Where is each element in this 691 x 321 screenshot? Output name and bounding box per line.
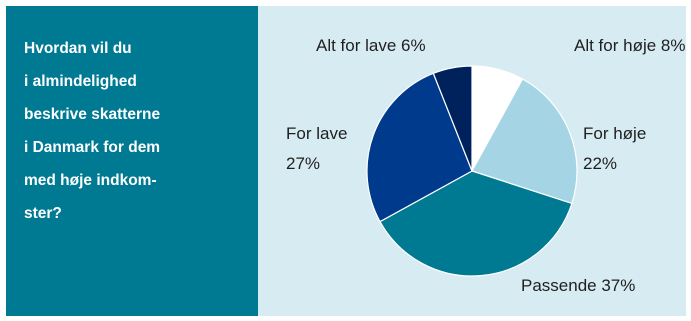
label-for-hoeje-name: For høje [583, 124, 646, 143]
pie-slice-5 [432, 65, 473, 172]
question-panel: Hvordan vil du i almindelighed beskrive … [6, 6, 258, 316]
question-line-5: med høje indkom- [24, 172, 157, 189]
label-passende: Passende 37% [521, 276, 635, 295]
label-alt-for-lave: Alt for lave 6% [316, 36, 426, 55]
chart-panel: Alt for høje 8% For høje 22% Passende 37… [258, 6, 686, 316]
label-for-lave-value: 27% [286, 154, 320, 173]
question-line-4: i Danmark for dem [24, 139, 161, 156]
question-line-1: Hvordan vil du [24, 40, 132, 57]
question-line-3: beskrive skatterne [24, 106, 161, 123]
label-for-lave-name: For lave [286, 124, 347, 143]
question-line-2: i almindelighed [24, 73, 137, 90]
pie-chart: Alt for høje 8% For høje 22% Passende 37… [286, 36, 686, 295]
label-alt-for-hoeje: Alt for høje 8% [574, 36, 686, 55]
question-line-6: ster? [24, 205, 62, 222]
label-for-hoeje-value: 22% [583, 154, 617, 173]
pie-slice-3 [379, 170, 573, 277]
pie-slice-4 [366, 72, 473, 223]
pie-slice-2 [471, 78, 578, 205]
figure: Hvordan vil du i almindelighed beskrive … [6, 6, 686, 316]
